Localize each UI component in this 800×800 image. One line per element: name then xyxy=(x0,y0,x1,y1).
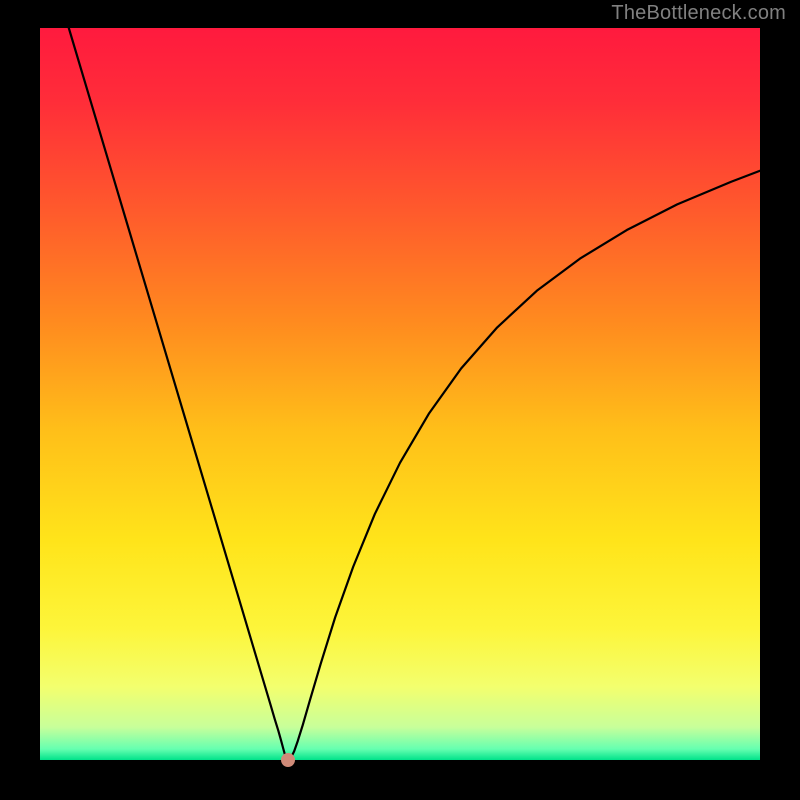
curve-path xyxy=(69,28,760,760)
bottleneck-curve xyxy=(0,0,800,800)
chart-container: TheBottleneck.com xyxy=(0,0,800,800)
watermark-text: TheBottleneck.com xyxy=(611,2,786,25)
minimum-marker-dot xyxy=(281,753,295,767)
